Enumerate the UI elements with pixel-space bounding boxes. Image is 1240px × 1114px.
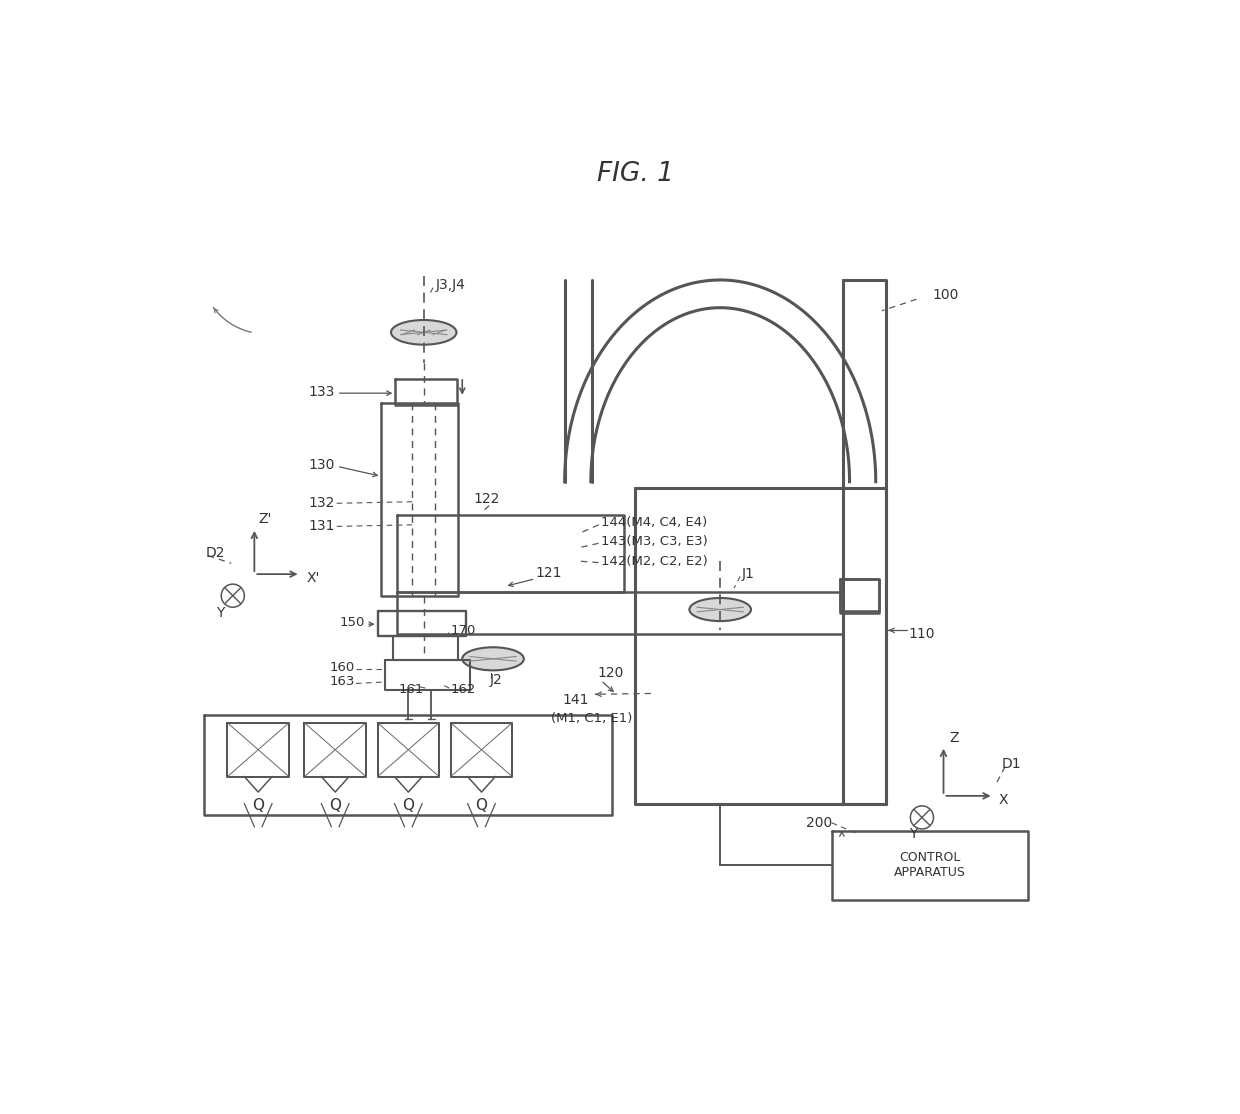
Text: 150: 150: [339, 616, 365, 629]
Text: Z': Z': [258, 511, 272, 526]
Ellipse shape: [463, 647, 523, 671]
Ellipse shape: [689, 598, 751, 622]
Text: J1: J1: [742, 567, 755, 582]
Text: Q: Q: [252, 798, 264, 812]
Text: 141: 141: [563, 693, 589, 706]
Text: D2: D2: [206, 546, 226, 560]
Text: Y: Y: [216, 606, 224, 619]
Text: X': X': [306, 571, 320, 585]
Text: 200: 200: [806, 815, 832, 830]
Text: 133: 133: [309, 384, 335, 399]
Text: 121: 121: [536, 566, 562, 579]
Text: 122: 122: [474, 492, 500, 507]
Text: 142(M2, C2, E2): 142(M2, C2, E2): [601, 555, 708, 567]
Text: J3,J4: J3,J4: [435, 277, 465, 292]
Text: 162: 162: [450, 683, 476, 696]
Text: 160: 160: [329, 661, 355, 674]
Text: 144(M4, C4, E4): 144(M4, C4, E4): [601, 516, 707, 529]
Text: FIG. 1: FIG. 1: [598, 160, 673, 187]
Text: 120: 120: [596, 666, 624, 680]
Text: 143(M3, C3, E3): 143(M3, C3, E3): [601, 536, 708, 548]
Text: (M1, C1, E1): (M1, C1, E1): [551, 712, 632, 725]
Text: 100: 100: [932, 289, 959, 302]
Text: D1: D1: [1001, 756, 1021, 771]
Text: 163: 163: [329, 675, 355, 688]
Text: Z: Z: [950, 731, 960, 745]
Text: Y: Y: [909, 828, 918, 841]
Text: CONTROL
APPARATUS: CONTROL APPARATUS: [894, 851, 966, 879]
Text: 170: 170: [450, 624, 476, 637]
Text: X: X: [999, 793, 1008, 807]
Text: 161: 161: [398, 683, 424, 696]
Text: 130: 130: [309, 458, 335, 472]
Text: Q: Q: [329, 798, 341, 812]
Ellipse shape: [391, 320, 456, 344]
Text: J2: J2: [490, 673, 502, 687]
Text: 132: 132: [309, 496, 335, 510]
Text: Q: Q: [402, 798, 414, 812]
Text: 131: 131: [309, 519, 335, 534]
Text: Q: Q: [475, 798, 487, 812]
Text: 110: 110: [909, 627, 935, 642]
